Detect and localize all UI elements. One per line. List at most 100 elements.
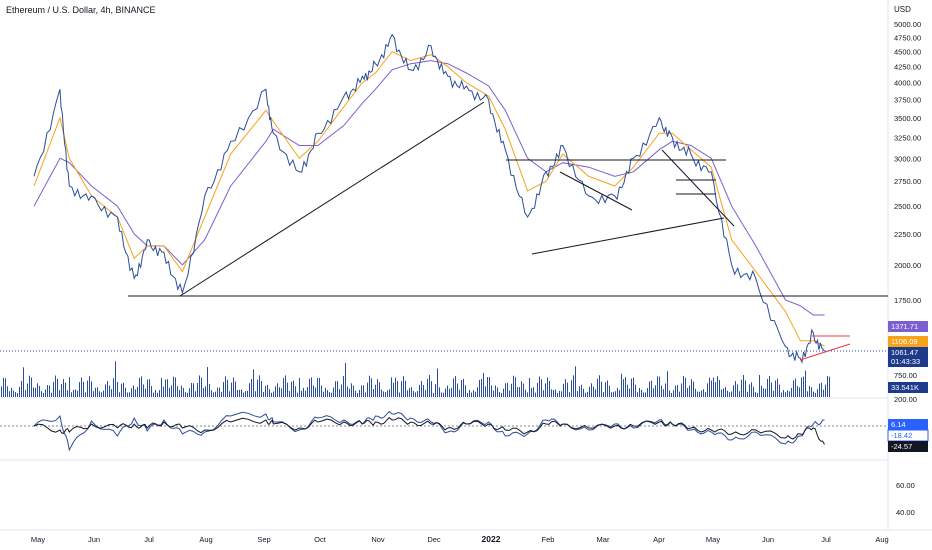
volume-bar — [295, 386, 296, 397]
volume-bar — [57, 378, 58, 397]
volume-bar — [553, 390, 554, 397]
volume-bar — [361, 385, 362, 397]
x-tick-label: Mar — [597, 535, 610, 544]
volume-bar — [791, 387, 792, 397]
volume-bar — [489, 376, 490, 397]
triangle-upper-line[interactable] — [559, 171, 633, 211]
volume-bar — [447, 385, 448, 397]
volume-bar — [737, 384, 738, 397]
volume-bar — [47, 385, 48, 397]
volume-bar — [519, 387, 520, 397]
volume-bar — [275, 386, 276, 397]
volume-bar — [491, 385, 492, 397]
x-tick-label: Nov — [371, 535, 385, 544]
volume-bar — [289, 391, 290, 397]
volume-bar — [365, 392, 366, 397]
volume-bar — [223, 382, 224, 397]
triangle-lower-line[interactable] — [531, 217, 725, 255]
volume-bar — [645, 392, 646, 397]
volume-bar — [93, 391, 94, 397]
volume-bar — [149, 379, 150, 397]
volume-bar — [183, 387, 184, 397]
volume-bar — [789, 391, 790, 397]
ema-long-line — [33, 60, 825, 316]
volume-bar — [467, 392, 468, 397]
volume-bar — [581, 384, 582, 397]
volume-bar — [267, 384, 268, 397]
volume-bar — [161, 378, 162, 397]
volume-bar — [77, 390, 78, 397]
volume-bar — [635, 384, 636, 397]
volume-bar — [331, 392, 332, 397]
volume-bar — [809, 385, 810, 397]
volume-bar — [211, 390, 212, 397]
falling-wedge-line[interactable] — [661, 149, 735, 227]
rising-trendline[interactable] — [179, 101, 485, 297]
volume-bar — [625, 377, 626, 397]
volume-bar — [181, 385, 182, 397]
volume-bar — [233, 377, 234, 397]
volume-bar — [153, 392, 154, 397]
volume-bar — [203, 388, 204, 397]
volume-bar — [769, 375, 770, 397]
volume-bar — [185, 392, 186, 397]
currency-label: USD — [894, 5, 911, 14]
volume-bar — [9, 391, 10, 397]
volume-bar — [785, 392, 786, 397]
price-line — [33, 33, 825, 365]
volume-bar — [677, 384, 678, 397]
volume-bar — [395, 377, 396, 397]
price-tags: 1371.71 1106.09 1061.47 01:43:33 33.541K… — [887, 321, 929, 452]
trendline-drawings[interactable] — [128, 101, 888, 297]
volume-bar — [469, 390, 470, 397]
tag-osc-mid: -18.42 — [891, 431, 912, 440]
y-tick-label: 3500.00 — [894, 114, 921, 123]
volume-bar — [291, 381, 292, 397]
volume-bar — [665, 383, 666, 397]
volume-bar — [585, 392, 586, 397]
volume-bar — [551, 389, 552, 397]
volume-bar — [657, 376, 658, 397]
volume-bar — [247, 390, 248, 397]
volume-bar — [163, 386, 164, 397]
volume-bar — [561, 391, 562, 397]
volume-bar — [271, 392, 272, 397]
volume-bar — [529, 377, 530, 397]
volume-bar — [175, 377, 176, 397]
x-tick-label: Jun — [762, 535, 774, 544]
volume-bar — [429, 375, 430, 397]
volume-bar — [213, 392, 214, 397]
volume-bar — [511, 383, 512, 397]
y-tick-label: 2250.00 — [894, 230, 921, 239]
volume-bar — [603, 392, 604, 397]
volume-bar — [259, 375, 260, 397]
volume-bar — [309, 378, 310, 397]
volume-bar — [741, 379, 742, 397]
volume-bar — [269, 389, 270, 397]
volume-bar — [231, 382, 232, 397]
volume-bar — [481, 378, 482, 397]
volume-bar — [823, 389, 824, 397]
volume-bar — [747, 391, 748, 397]
volume-bar — [239, 389, 240, 397]
y-tick-label: 1750.00 — [894, 296, 921, 305]
volume-bar — [575, 366, 576, 397]
red-lower-line[interactable] — [799, 343, 851, 361]
volume-bar — [711, 380, 712, 397]
volume-bar — [225, 376, 226, 397]
volume-bar — [611, 392, 612, 397]
volume-bar — [629, 388, 630, 397]
volume-bar — [391, 377, 392, 397]
red-channel[interactable] — [799, 335, 851, 361]
volume-bar — [689, 385, 690, 397]
volume-bar — [321, 385, 322, 397]
volume-bar — [369, 375, 370, 397]
volume-bar — [167, 379, 168, 397]
x-tick-label: Oct — [314, 535, 327, 544]
volume-bar — [41, 391, 42, 397]
volume-bar — [39, 385, 40, 397]
volume-bar — [199, 375, 200, 397]
volume-bar — [277, 383, 278, 397]
